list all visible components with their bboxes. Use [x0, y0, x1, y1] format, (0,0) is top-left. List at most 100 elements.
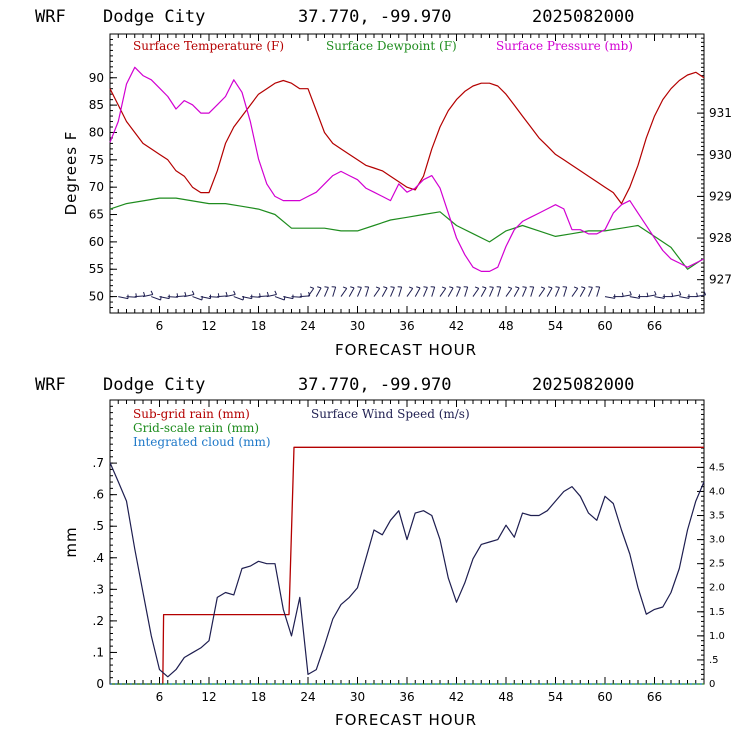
- y-tick-label: 85: [89, 98, 104, 112]
- wind-barb-flag: [383, 286, 388, 289]
- x-tick-label: 60: [597, 690, 612, 704]
- wind-barb: [695, 294, 706, 298]
- wind-barb: [184, 294, 195, 298]
- wind-barb: [588, 287, 593, 297]
- panel1-xlabel: FORECAST HOUR: [335, 341, 477, 359]
- wind-barb-flag: [482, 286, 487, 289]
- x-tick-label: 54: [548, 319, 563, 333]
- wind-barb: [365, 286, 370, 297]
- panel2-series: [109, 446, 705, 685]
- panel2-y2ticks: 0 .5 1.0 1.5 2.0 2.5 3.0 3.5 4.0 4.5: [697, 399, 725, 690]
- y-tick-label: 0: [96, 677, 104, 691]
- y-tick-label: 50: [89, 290, 104, 304]
- wind-barb-flag: [449, 286, 454, 289]
- wind-barb: [530, 286, 535, 297]
- wind-barb-flag: [266, 291, 269, 297]
- x-tick-label: 36: [399, 319, 414, 333]
- x-tick-label: 54: [548, 690, 563, 704]
- y-tick-label: .4: [93, 551, 104, 565]
- wind-barb: [431, 286, 436, 297]
- x-tick-label: 12: [201, 690, 216, 704]
- y-tick-label: .3: [93, 582, 104, 596]
- y-tick-label: .7: [93, 456, 104, 470]
- panel1-station: Dodge City: [103, 7, 205, 27]
- wind-barb-flag: [581, 286, 586, 289]
- wind-barb: [175, 295, 187, 298]
- y-tick-label: 55: [89, 262, 104, 276]
- x-tick-label: 18: [251, 690, 266, 704]
- panel1-ylabel: Degrees F: [62, 131, 80, 216]
- panel2-xlabel: FORECAST HOUR: [335, 711, 477, 729]
- legend-pressure: Surface Pressure (mb): [496, 39, 633, 53]
- wind-speed-line: [109, 462, 705, 678]
- wind-barb: [480, 287, 487, 297]
- x-tick-label: 24: [300, 319, 315, 333]
- panel1-series: [109, 66, 705, 272]
- wind-barb: [447, 287, 454, 297]
- wind-barb-flag: [274, 290, 277, 295]
- x-tick-label: 66: [647, 319, 662, 333]
- wind-barb-flag: [423, 286, 428, 288]
- panel1-coords: 37.770, -99.970: [298, 7, 452, 27]
- y2-tick-label: 1.5: [709, 607, 725, 618]
- y2-tick-label: 4.5: [709, 462, 725, 473]
- y2-tick-label: .5: [709, 655, 719, 666]
- x-tick-label: 42: [449, 690, 464, 704]
- wind-barb: [670, 294, 681, 298]
- wind-barb-flag: [540, 286, 545, 289]
- wind-barb: [332, 286, 337, 297]
- y2-tick-label: 931: [709, 106, 732, 120]
- panel2-yticks: 0 .1 .2 .3 .4 .5 .6 .7: [93, 405, 117, 691]
- x-tick-label: 36: [399, 690, 414, 704]
- wind-barb: [621, 294, 632, 298]
- wind-barb-flag: [555, 286, 560, 288]
- wind-barb: [118, 296, 129, 300]
- wind-barb: [142, 294, 153, 298]
- wind-barb: [373, 288, 381, 297]
- x-tick-label: 6: [156, 690, 164, 704]
- panel2-coords: 37.770, -99.970: [298, 375, 452, 395]
- y2-tick-label: 1.0: [709, 631, 725, 642]
- y-tick-label: .2: [93, 614, 104, 628]
- wind-barb: [629, 296, 640, 299]
- x-tick-label: 12: [201, 319, 216, 333]
- wind-barb: [604, 296, 615, 299]
- y-tick-label: 70: [89, 180, 104, 194]
- x-tick-label: 66: [647, 690, 662, 704]
- wind-barb-flag: [456, 286, 461, 288]
- pressure-line: [109, 66, 705, 272]
- y-tick-label: .5: [93, 519, 104, 533]
- legend-gridscale-rain: Grid-scale rain (mm): [133, 421, 259, 435]
- y-tick-label: .6: [93, 488, 104, 502]
- wind-barb: [225, 294, 236, 298]
- wind-barb: [579, 287, 586, 297]
- wind-barb: [563, 286, 568, 297]
- wind-barb-flag: [225, 291, 228, 297]
- y2-tick-label: 930: [709, 148, 732, 162]
- wind-barb-flag: [515, 286, 520, 289]
- y-tick-label: 60: [89, 235, 104, 249]
- wind-barb-flag: [408, 286, 413, 289]
- wind-barb: [233, 296, 244, 301]
- legend-integrated-cloud: Integrated cloud (mm): [133, 435, 271, 449]
- wind-barb-flag: [350, 286, 355, 289]
- panel1-frame: [109, 33, 705, 314]
- wind-barb: [340, 288, 348, 297]
- wind-barb-flag: [474, 286, 479, 289]
- wind-barb: [126, 296, 137, 298]
- wind-barb: [258, 295, 269, 298]
- wind-barb: [654, 296, 665, 299]
- dewpoint-line: [109, 197, 705, 270]
- wind-barb: [315, 287, 322, 297]
- wind-barb: [134, 295, 145, 298]
- wind-barb: [208, 296, 220, 298]
- wind-barb: [390, 287, 395, 297]
- panel2-ylabel: mm: [62, 526, 80, 557]
- wind-barb-flag: [703, 290, 707, 296]
- x-tick-label: 42: [449, 319, 464, 333]
- panel2-xticks: 6 12 18 24 30 36 42 48 54 60 66: [117, 400, 697, 704]
- x-tick-label: 6: [156, 319, 164, 333]
- x-tick-label: 60: [597, 319, 612, 333]
- temperature-panel: WRF Dodge City 37.770, -99.970 202508200…: [35, 7, 732, 359]
- wind-barb: [464, 286, 469, 297]
